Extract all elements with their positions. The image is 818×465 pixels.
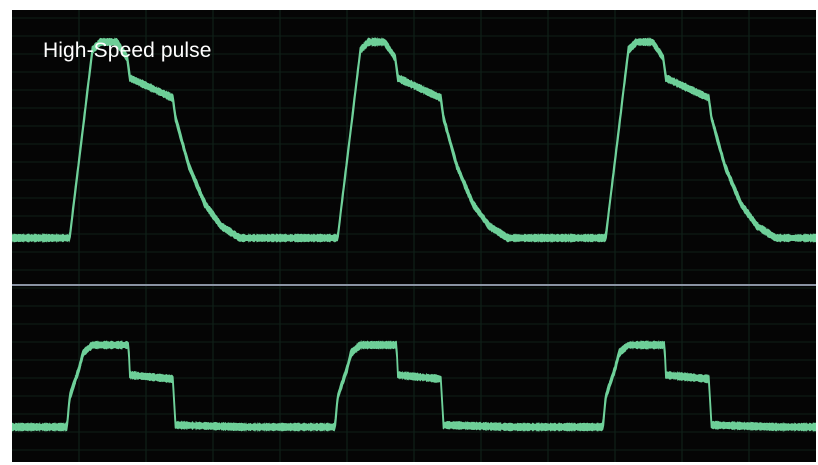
trace-label: High-Speed pulse: [43, 39, 212, 62]
bottom-trace: [12, 340, 816, 432]
oscilloscope-plot: [12, 10, 816, 462]
oscilloscope-display: High-Speed pulse: [12, 10, 816, 462]
top-trace: [12, 37, 816, 243]
trace-noise: [12, 340, 816, 432]
trace-noise: [12, 37, 816, 243]
grid: [12, 10, 816, 462]
